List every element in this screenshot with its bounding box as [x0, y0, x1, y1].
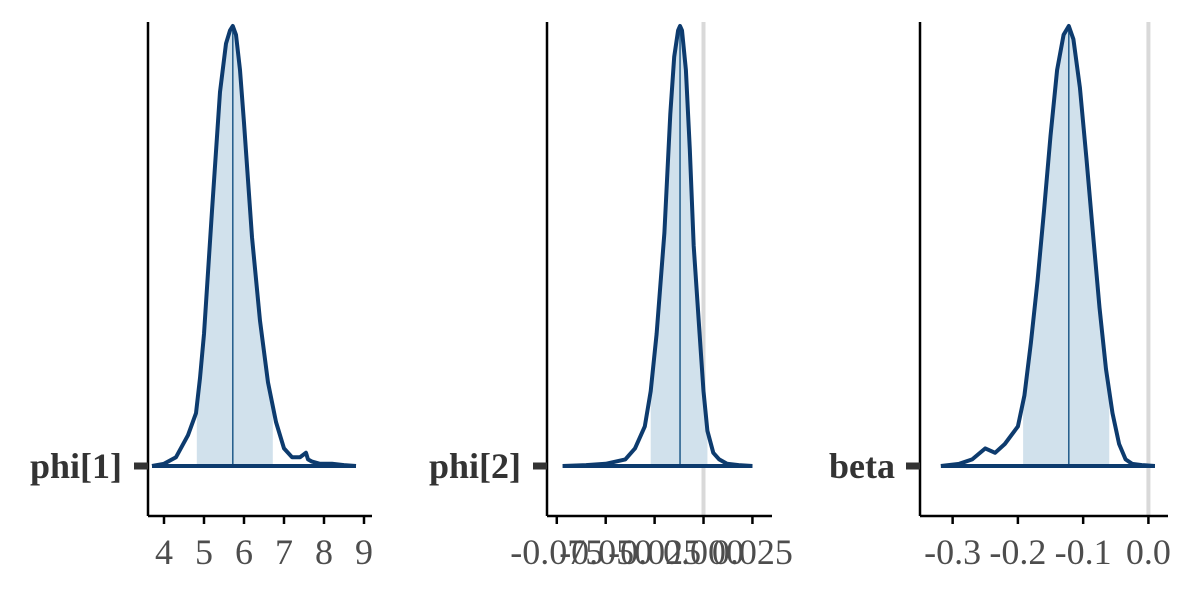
density-curve	[151, 24, 357, 468]
panel-beta: beta -0.3 -0.2 -0.1 0.0	[829, 22, 1171, 572]
parameter-label: beta	[829, 446, 895, 486]
x-tick-label: -0.075	[510, 532, 603, 572]
x-tick-label: 4	[155, 532, 173, 572]
x-tick-label: -0.3	[924, 532, 981, 572]
x-tick-label: -0.050	[559, 532, 652, 572]
credible-interval-area	[1023, 26, 1110, 466]
parameter-label: phi[2]	[429, 446, 521, 486]
x-tick-label: 6	[235, 532, 253, 572]
density-curve	[940, 24, 1156, 468]
credible-interval-area	[650, 26, 708, 466]
x-tick-label: 0.0	[1126, 532, 1171, 572]
x-tick-label: 8	[315, 532, 333, 572]
x-tick-label: 0.025	[712, 532, 793, 572]
parameter-label: phi[1]	[30, 446, 122, 486]
x-tick-label: -0.1	[1055, 532, 1112, 572]
x-tick-label: 5	[195, 532, 213, 572]
credible-interval-area	[196, 26, 273, 466]
x-tick-label: -0.025	[608, 532, 701, 572]
x-tick-label: 0.000	[663, 532, 744, 572]
x-tick-label: 9	[355, 532, 373, 572]
x-tick-label: 7	[275, 532, 293, 572]
x-tick-label: -0.2	[989, 532, 1046, 572]
panel-phi1: phi[1] 4 5 6 7 8 9	[30, 22, 373, 572]
density-curve	[562, 24, 753, 468]
